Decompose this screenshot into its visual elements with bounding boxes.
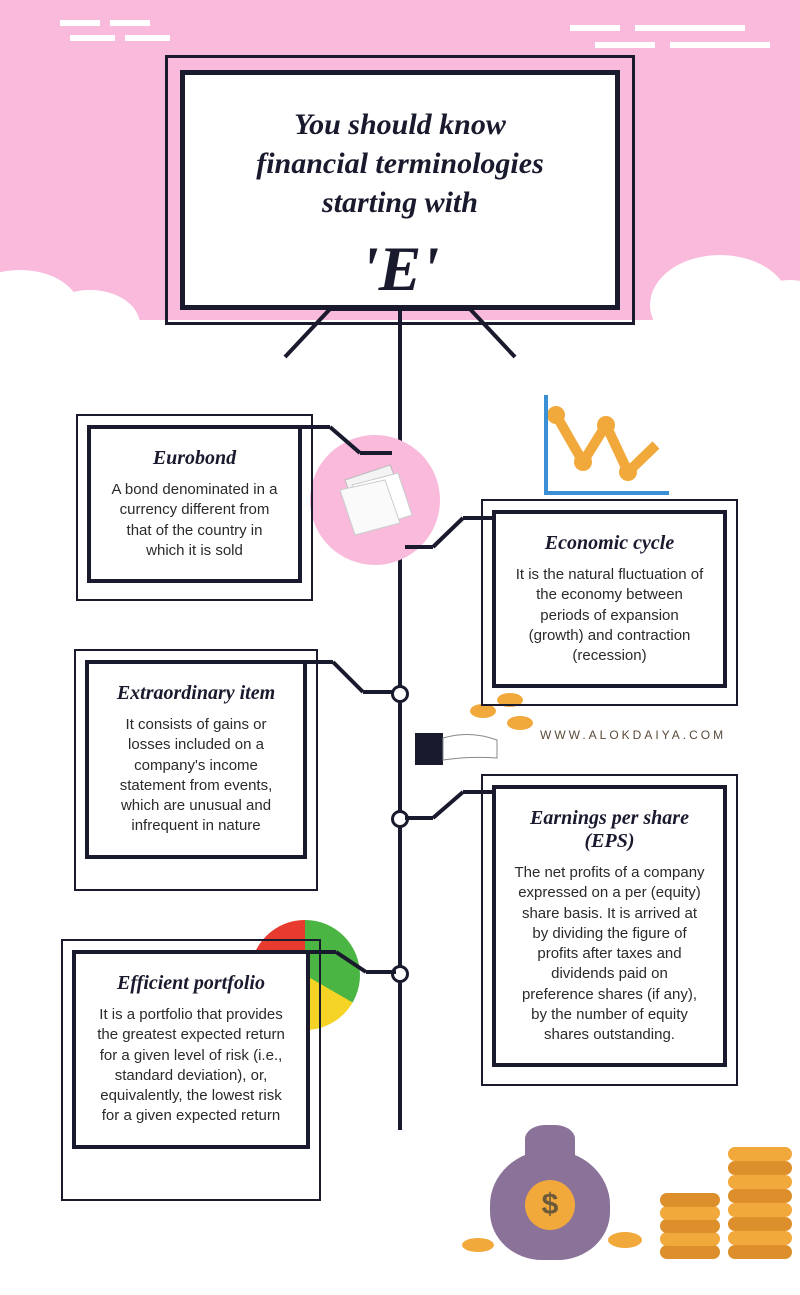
card-economic-cycle: Economic cycle It is the natural fluctua… bbox=[492, 510, 727, 688]
decor-dash bbox=[670, 42, 770, 48]
title-letter: 'E' bbox=[215, 232, 585, 306]
card-title: Earnings per share (EPS) bbox=[514, 807, 705, 853]
decor-dash bbox=[125, 35, 170, 41]
chart-line-icon bbox=[548, 400, 668, 490]
card-title: Economic cycle bbox=[514, 532, 705, 555]
connector-diag-icon bbox=[305, 660, 395, 700]
card-eurobond: Eurobond A bond denominated in a currenc… bbox=[87, 425, 302, 583]
connector-diag-icon bbox=[405, 515, 495, 555]
connector-diag-icon bbox=[300, 425, 395, 465]
title-line-2: financial terminologies bbox=[215, 144, 585, 183]
decor-dash bbox=[110, 20, 150, 26]
connector-diag-icon bbox=[308, 950, 398, 990]
connector-diag-icon bbox=[405, 790, 495, 830]
cloud-left-icon bbox=[40, 290, 140, 360]
title-line-3: starting with bbox=[215, 183, 585, 222]
coin-icon bbox=[608, 1232, 642, 1248]
card-body: It is a portfolio that provides the grea… bbox=[94, 1005, 288, 1127]
card-title: Extraordinary item bbox=[107, 682, 285, 705]
decor-dash bbox=[70, 35, 115, 41]
card-extraordinary-item: Extraordinary item It consists of gains … bbox=[85, 660, 307, 859]
card-eps: Earnings per share (EPS) The net profits… bbox=[492, 785, 727, 1067]
title-line-1: You should know bbox=[215, 105, 585, 144]
card-efficient-portfolio: Efficient portfolio It is a portfolio th… bbox=[72, 950, 310, 1149]
decor-dash bbox=[570, 25, 620, 31]
card-body: A bond denominated in a currency differe… bbox=[109, 480, 280, 561]
timeline-spine bbox=[398, 310, 402, 1130]
card-body: The net profits of a company expressed o… bbox=[514, 863, 705, 1045]
dollar-sign-icon: $ bbox=[525, 1180, 575, 1230]
title-connector-icon bbox=[280, 307, 520, 367]
coin-icon bbox=[462, 1238, 494, 1252]
title-box: You should know financial terminologies … bbox=[180, 70, 620, 310]
watermark-text: WWW.ALOKDAIYA.COM bbox=[540, 728, 726, 742]
card-title: Efficient portfolio bbox=[94, 972, 288, 995]
card-title: Eurobond bbox=[109, 447, 280, 470]
decor-dash bbox=[595, 42, 655, 48]
chart-axis-x-icon bbox=[544, 491, 669, 495]
card-body: It consists of gains or losses included … bbox=[107, 715, 285, 837]
decor-dash bbox=[60, 20, 100, 26]
card-body: It is the natural fluctuation of the eco… bbox=[514, 565, 705, 666]
moneybag-icon: $ bbox=[490, 1150, 610, 1260]
decor-dash bbox=[635, 25, 745, 31]
